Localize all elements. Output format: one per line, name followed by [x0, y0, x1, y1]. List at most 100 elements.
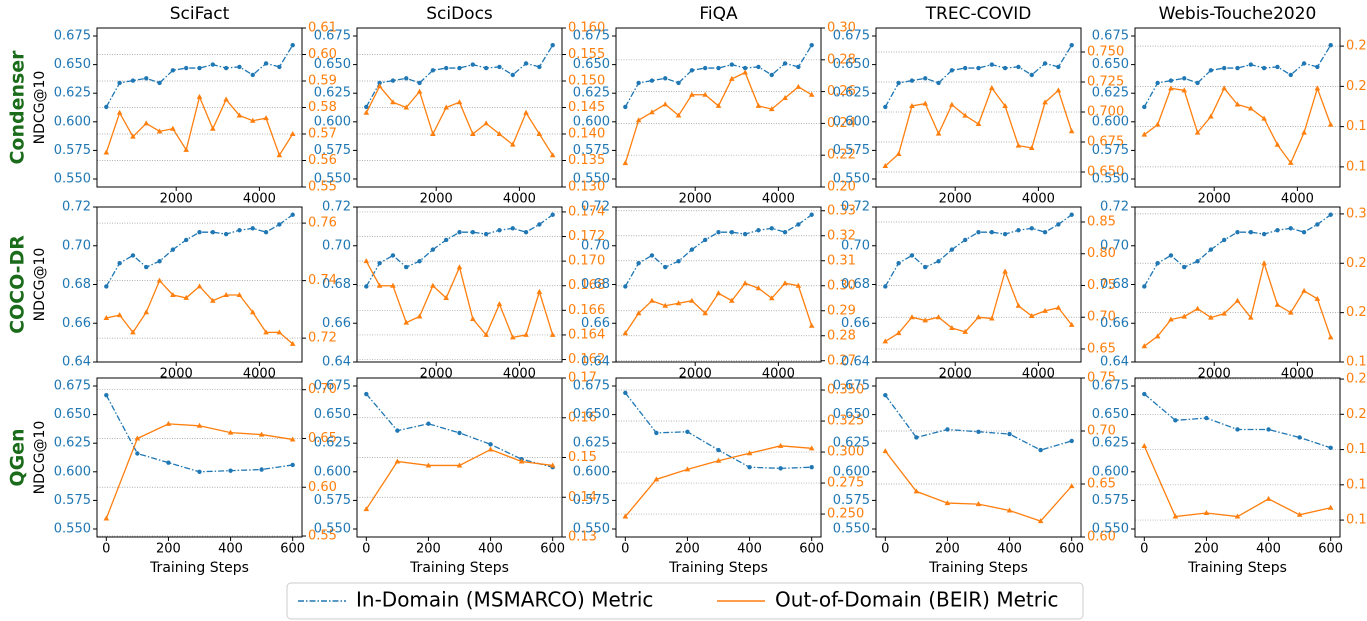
marker [909, 314, 915, 320]
y2-tick-label: 0.16 [1346, 477, 1367, 492]
marker [1141, 443, 1148, 449]
x-tick-label: 0 [621, 542, 629, 557]
x-tick-label: 2000 [679, 192, 712, 207]
marker [470, 229, 476, 235]
series-line [105, 394, 293, 473]
row-label: Condenser [7, 50, 29, 165]
marker [1287, 309, 1294, 315]
plot-frame [96, 377, 303, 538]
marker [289, 131, 296, 136]
marker [962, 237, 968, 243]
subplot-title: FiQA [699, 4, 738, 24]
marker [895, 330, 902, 336]
marker [1261, 65, 1267, 71]
marker [1069, 42, 1074, 48]
series-line [105, 94, 294, 157]
marker [549, 331, 556, 337]
y-tick-label: 0.650 [54, 57, 91, 72]
marker [363, 258, 370, 264]
marker [716, 65, 721, 71]
y-tick-label: 0.625 [833, 86, 870, 101]
marker [130, 78, 136, 83]
y-tick-label: 0.600 [833, 114, 870, 129]
y2-tick-label: 0.74 [308, 273, 337, 288]
y-tick-label: 0.600 [54, 464, 91, 479]
marker [1154, 121, 1161, 127]
y2-tick-label: 0.55 [308, 529, 337, 544]
x-tick-label: 4000 [762, 192, 795, 207]
marker [197, 469, 202, 474]
marker [716, 229, 721, 235]
marker [1015, 302, 1022, 308]
y-tick-label: 0.68 [1100, 277, 1129, 292]
x-tick-label: 600 [799, 542, 824, 557]
marker [1296, 511, 1303, 517]
marker [895, 151, 902, 156]
x-tick-label: 200 [675, 542, 700, 557]
marker [104, 104, 109, 110]
y-tick-label: 0.72 [581, 200, 610, 215]
series-line [365, 393, 553, 468]
marker [143, 309, 150, 315]
marker [729, 297, 735, 303]
x-tick-label: 400 [478, 542, 503, 557]
marker [103, 149, 110, 155]
y-tick-label: 0.675 [573, 379, 610, 394]
marker [509, 334, 516, 340]
marker [989, 62, 995, 67]
marker [715, 290, 722, 296]
series-line [365, 448, 553, 510]
y2-tick-label: 0.20 [1346, 79, 1367, 94]
marker [962, 112, 968, 118]
series-line [1143, 86, 1332, 165]
marker [1261, 260, 1267, 266]
y-tick-label: 0.625 [314, 86, 351, 101]
marker [196, 283, 203, 289]
y-tick-label: 0.650 [1092, 57, 1129, 72]
marker [1301, 61, 1307, 66]
marker [663, 264, 668, 270]
marker [702, 237, 708, 243]
y2-tick-label: 0.300 [827, 445, 864, 460]
x-axis-label: Training Steps [149, 560, 249, 576]
marker [363, 506, 370, 512]
y2-tick-label: 0.80 [1087, 246, 1116, 261]
y2-tick-label: 0.20 [827, 180, 856, 195]
y2-tick-label: 0.650 [1087, 165, 1124, 180]
y-tick-label: 0.675 [833, 379, 870, 394]
marker [210, 229, 216, 235]
marker [390, 99, 396, 105]
marker [976, 229, 981, 235]
y2-tick-label: 0.58 [308, 100, 337, 115]
marker [1182, 76, 1187, 81]
marker [663, 76, 668, 81]
marker [883, 392, 888, 398]
marker [782, 280, 788, 286]
marker [1208, 247, 1214, 252]
y-tick-label: 0.64 [62, 355, 91, 370]
marker [197, 229, 202, 235]
marker [676, 259, 681, 264]
y-tick-label: 0.575 [1092, 143, 1129, 158]
marker [623, 284, 628, 289]
marker [1288, 72, 1293, 78]
series-line [105, 44, 294, 108]
marker [536, 131, 543, 136]
marker [483, 231, 489, 237]
marker [742, 231, 748, 237]
series-line [884, 394, 1072, 451]
marker [1204, 415, 1209, 421]
marker [1042, 307, 1048, 313]
y-tick-label: 0.550 [54, 521, 91, 536]
y-tick-label: 0.675 [314, 29, 351, 44]
marker [795, 83, 802, 89]
y2-tick-label: 0.162 [568, 352, 605, 367]
marker [1235, 427, 1240, 432]
y-tick-label: 0.72 [841, 200, 870, 215]
y-tick-label: 0.550 [314, 521, 351, 536]
marker [416, 88, 423, 94]
series-line [1143, 44, 1332, 108]
marker [417, 259, 422, 264]
marker [363, 109, 370, 115]
marker [1038, 447, 1043, 453]
